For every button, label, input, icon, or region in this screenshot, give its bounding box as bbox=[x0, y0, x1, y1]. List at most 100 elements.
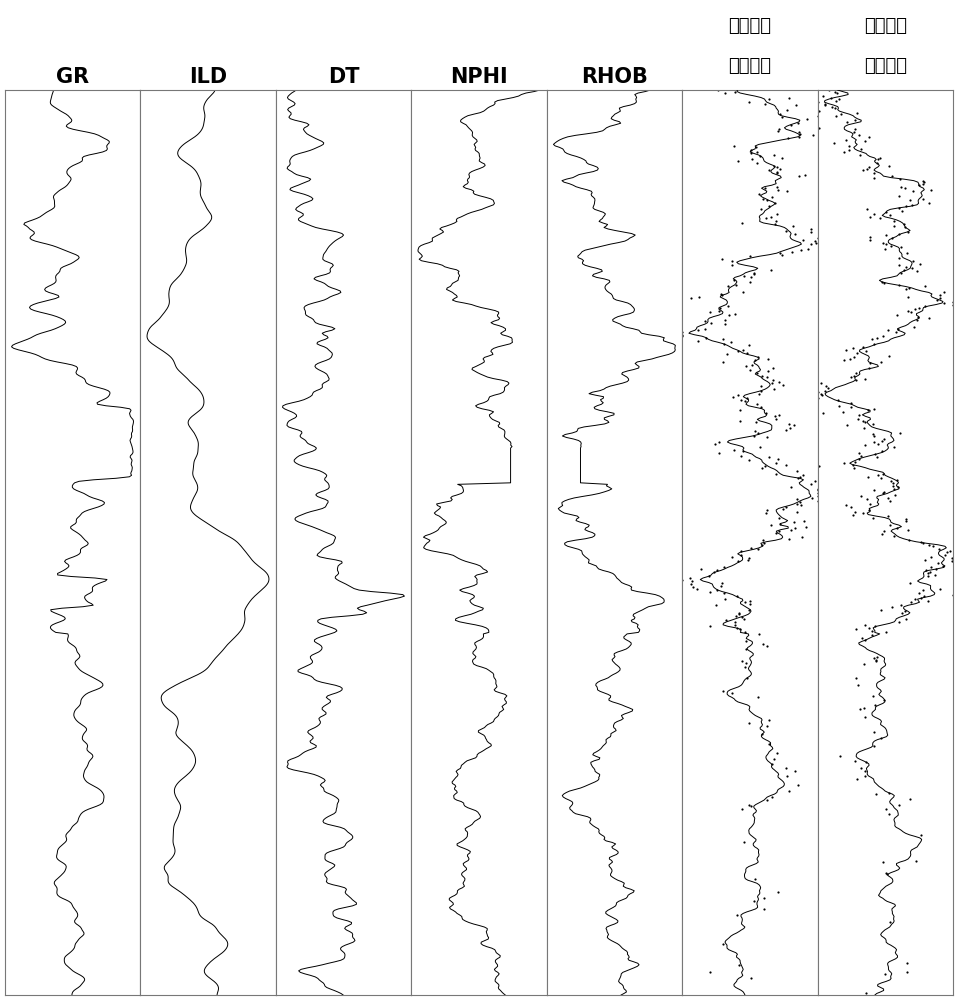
Point bbox=[889, 520, 904, 536]
Point bbox=[731, 343, 746, 359]
Point bbox=[866, 434, 881, 450]
Point bbox=[850, 771, 865, 787]
Point bbox=[866, 170, 881, 186]
Point bbox=[796, 467, 811, 483]
Point bbox=[755, 191, 771, 207]
Point bbox=[685, 579, 700, 595]
Point bbox=[717, 591, 732, 607]
Point bbox=[710, 562, 725, 578]
Point bbox=[755, 636, 771, 652]
Point bbox=[892, 188, 907, 204]
Point bbox=[764, 262, 779, 278]
Point bbox=[735, 443, 751, 459]
Point bbox=[775, 150, 790, 166]
Point bbox=[847, 753, 862, 769]
Point bbox=[876, 235, 891, 251]
Point bbox=[940, 544, 955, 560]
Point bbox=[886, 528, 902, 544]
Point bbox=[877, 431, 892, 447]
Point bbox=[764, 375, 779, 391]
Point bbox=[868, 786, 883, 802]
Point bbox=[814, 387, 829, 403]
Point bbox=[717, 85, 732, 101]
Point bbox=[702, 568, 717, 584]
Point bbox=[893, 239, 908, 255]
Point bbox=[756, 901, 772, 917]
Point bbox=[738, 358, 753, 374]
Point bbox=[892, 226, 907, 242]
Point bbox=[729, 608, 744, 624]
Point bbox=[898, 513, 913, 529]
Point bbox=[760, 363, 775, 379]
Point bbox=[849, 345, 864, 361]
Point bbox=[751, 689, 766, 705]
Point bbox=[764, 756, 779, 772]
Point bbox=[888, 324, 903, 340]
Point bbox=[827, 135, 842, 151]
Point bbox=[745, 151, 760, 167]
Point bbox=[714, 287, 730, 303]
Point bbox=[759, 718, 775, 734]
Point bbox=[923, 564, 938, 580]
Point bbox=[869, 652, 884, 668]
Point bbox=[881, 158, 897, 174]
Point bbox=[887, 487, 902, 503]
Point bbox=[721, 307, 736, 323]
Point bbox=[872, 210, 887, 226]
Point bbox=[753, 383, 768, 399]
Point bbox=[878, 241, 893, 257]
Point bbox=[759, 369, 775, 385]
Point bbox=[828, 93, 843, 109]
Point bbox=[828, 108, 843, 124]
Point bbox=[724, 549, 739, 565]
Point bbox=[749, 396, 764, 412]
Point bbox=[790, 496, 805, 512]
Point bbox=[902, 532, 917, 548]
Point bbox=[846, 124, 861, 140]
Point bbox=[797, 167, 813, 183]
Point bbox=[853, 488, 868, 504]
Point bbox=[930, 555, 945, 571]
Point bbox=[753, 378, 769, 394]
Point bbox=[720, 278, 735, 294]
Point bbox=[758, 458, 774, 474]
Point bbox=[746, 428, 761, 444]
Point bbox=[731, 387, 746, 403]
Point bbox=[771, 523, 786, 539]
Point bbox=[810, 94, 825, 110]
Point bbox=[878, 966, 893, 982]
Point bbox=[855, 162, 870, 178]
Point bbox=[784, 479, 799, 495]
Point bbox=[822, 82, 838, 98]
Point bbox=[857, 420, 872, 436]
Point bbox=[757, 180, 773, 196]
Point bbox=[870, 151, 885, 167]
Point bbox=[732, 413, 748, 429]
Point bbox=[725, 257, 740, 273]
Point bbox=[886, 213, 902, 229]
Point bbox=[698, 330, 713, 346]
Point bbox=[834, 106, 849, 122]
Point bbox=[731, 553, 746, 569]
Point bbox=[760, 429, 775, 445]
Point bbox=[809, 235, 824, 251]
Point bbox=[881, 508, 896, 524]
Point bbox=[881, 490, 896, 506]
Point bbox=[899, 511, 914, 527]
Point bbox=[929, 292, 944, 308]
Point bbox=[887, 439, 902, 455]
Point bbox=[836, 404, 851, 420]
Point bbox=[843, 399, 859, 415]
Point bbox=[771, 407, 786, 423]
Point bbox=[868, 653, 883, 669]
Point bbox=[795, 529, 810, 545]
Point bbox=[741, 602, 756, 618]
Point bbox=[865, 416, 881, 432]
Point bbox=[717, 336, 732, 352]
Point bbox=[922, 310, 937, 326]
Point bbox=[793, 497, 808, 513]
Point bbox=[697, 313, 712, 329]
Point bbox=[816, 88, 831, 104]
Point bbox=[868, 697, 883, 713]
Point bbox=[845, 507, 860, 523]
